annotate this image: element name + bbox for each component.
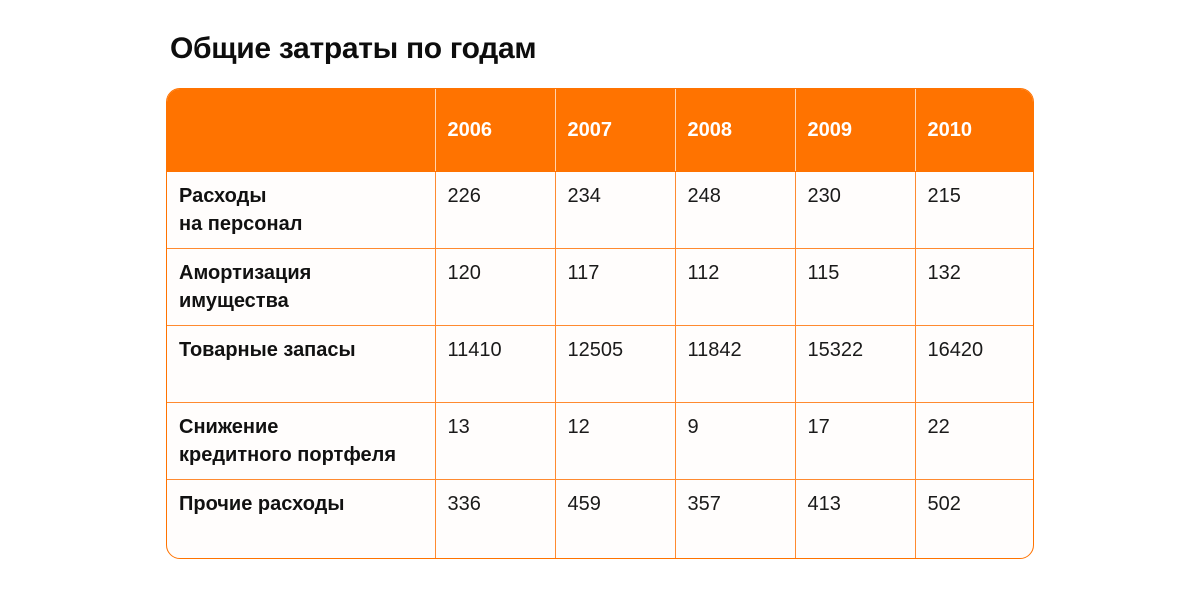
header-year-2010: 2010 [915,89,1033,172]
table-cell: 234 [555,171,676,249]
header-corner-cell [167,89,436,172]
table-cell: 13 [435,402,556,480]
table-cell: 413 [795,479,916,558]
row-label: Снижение кредитного портфеля [167,402,436,480]
table-cell: 502 [927,493,961,515]
row-label: Прочие расходы [167,479,436,558]
table-cell: 226 [435,171,556,249]
table-cell: 12 [555,402,676,480]
table-cell: 15322 [795,325,916,403]
page-title: Общие затраты по годам [170,32,537,65]
table-cell: 9 [675,402,796,480]
table-header-row: 2006 2007 2008 2009 2010 [167,89,1033,172]
table-cell: 11410 [435,325,556,403]
table-row: Товарные запасы 11410 12505 11842 15322 … [167,325,1033,403]
header-year-2008: 2008 [675,89,796,172]
header-year-2009: 2009 [795,89,916,172]
row-label: Амортизация имущества [167,248,436,326]
row-label: Расходы на персонал [167,171,436,249]
table-cell: 11842 [675,325,796,403]
table-cell: 22 [915,402,1033,480]
table-cell: 17 [795,402,916,480]
table-cell: 459 [555,479,676,558]
costs-table: 2006 2007 2008 2009 2010 Расходы на перс… [166,88,1034,559]
table-row: Прочие расходы 336 459 357 413 502 [167,479,1033,558]
row-label: Товарные запасы [167,325,436,403]
table-cell: 336 [435,479,556,558]
table-cell: 112 [675,248,796,326]
table-cell: 115 [795,248,916,326]
table-cell: 12505 [555,325,676,403]
table-cell: 117 [555,248,676,326]
costs-table-grid: 2006 2007 2008 2009 2010 Расходы на перс… [167,89,1033,558]
table-row: Расходы на персонал 226 234 248 230 215 [167,171,1033,249]
table-cell: 357 [675,479,796,558]
table-cell: 16420 [915,325,1033,403]
table-cell: 248 [675,171,796,249]
table-row: Амортизация имущества 120 117 112 115 13… [167,248,1033,326]
header-year-2007: 2007 [555,89,676,172]
table-cell: 215 [915,171,1033,249]
header-year-2006: 2006 [435,89,556,172]
table-cell: 120 [435,248,556,326]
table-cell: 132 [915,248,1033,326]
table-row: Снижение кредитного портфеля 13 12 9 17 … [167,402,1033,480]
table-cell: 230 [795,171,916,249]
